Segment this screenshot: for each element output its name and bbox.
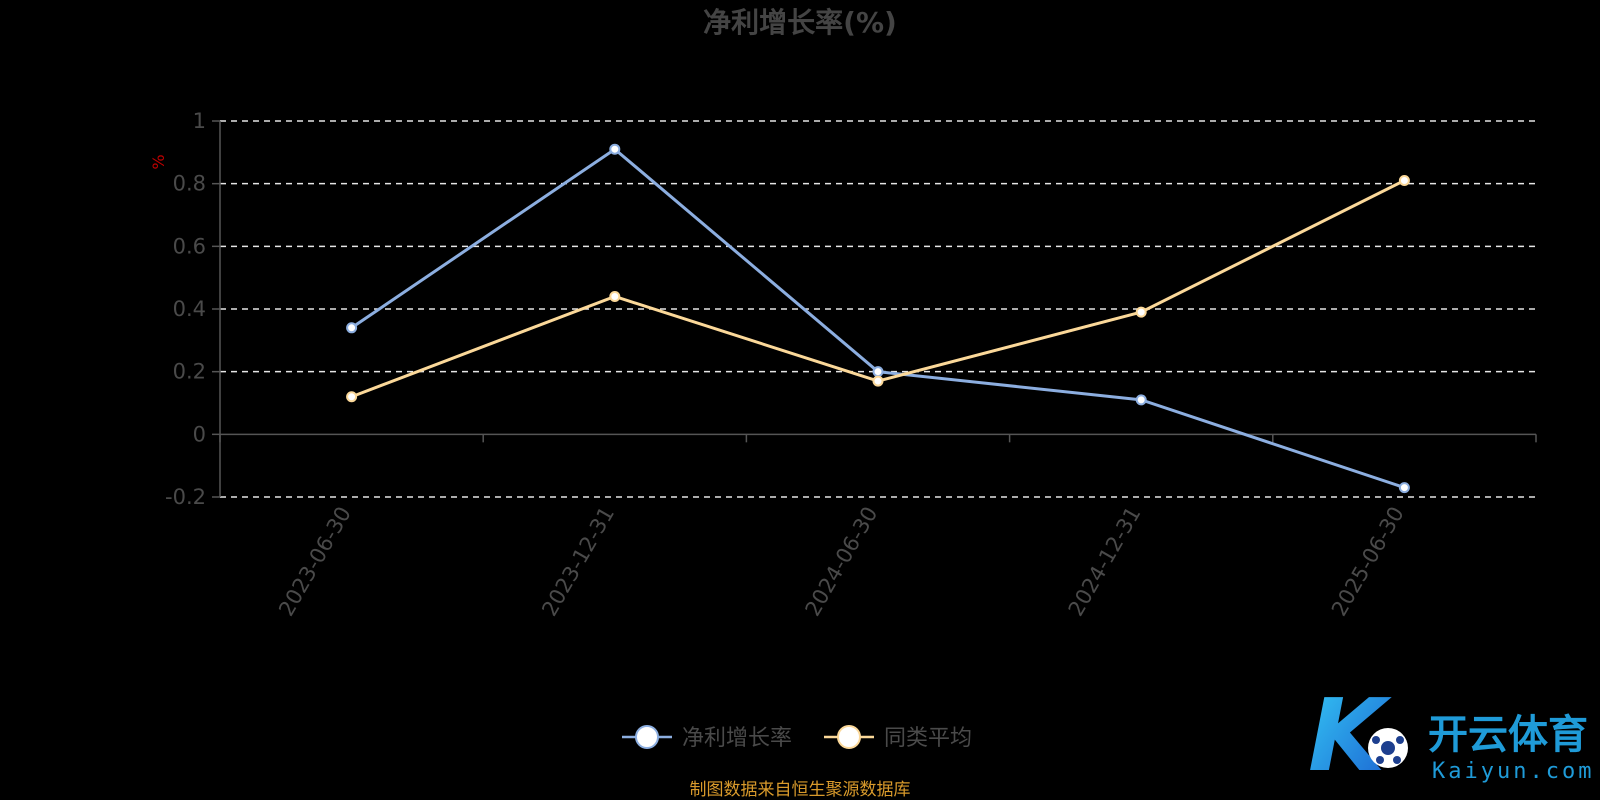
legend-marker-1 (837, 725, 861, 749)
kaiyun-logo: K 开云体育 Kaiyun.com (1308, 677, 1594, 794)
series-0-point-4 (1398, 482, 1410, 494)
legend-label-0: 净利增长率 (682, 726, 792, 751)
legend-item-1: 同类平均 (824, 725, 972, 751)
y-axis-ticks: 1 0.8 0.6 0.4 0.2 0 -0.2 (165, 109, 220, 509)
y-tick-label-5: 0 (193, 422, 206, 446)
y-tick-label-1: 0.8 (173, 172, 206, 196)
series-1-point-3 (1135, 306, 1147, 318)
y-tick-label-4: 0.2 (173, 360, 206, 384)
series-1-point-1 (609, 290, 621, 302)
y-tick-label-3: 0.4 (173, 297, 206, 321)
series-layer (346, 143, 1410, 494)
logo-name-cn: 开云体育 (1428, 712, 1588, 758)
source-note: 制图数据来自恒生聚源数据库 (690, 780, 911, 800)
logo-name-en: Kaiyun.com (1432, 759, 1594, 784)
series-line-0 (350, 147, 1405, 490)
series-0-point-1 (609, 143, 621, 155)
series-0-point-0 (346, 322, 358, 334)
legend: 净利增长率 同类平均 (622, 725, 972, 751)
axes (219, 121, 1536, 497)
legend-item-0: 净利增长率 (622, 725, 792, 751)
x-axis-ticks: 2023-06-30 2023-12-31 2024-06-30 2024-12-31… (219, 434, 1537, 621)
x-tick-label-0: 2023-06-30 (274, 503, 356, 621)
grid-lines (220, 120, 1536, 498)
series-1-point-0 (346, 391, 358, 403)
y-tick-label-2: 0.6 (173, 234, 206, 258)
series-line-1 (351, 179, 1406, 399)
series-0-point-2 (872, 366, 884, 378)
legend-label-1: 同类平均 (884, 726, 972, 751)
series-1-point-2 (872, 375, 884, 387)
chart-title: 净利增长率(%) (703, 6, 897, 39)
legend-marker-0 (635, 725, 659, 749)
y-tick-label-0: 1 (193, 109, 206, 133)
series-1-point-4 (1398, 175, 1410, 187)
x-tick-label-2: 2024-06-30 (801, 503, 883, 621)
x-tick-label-3: 2024-12-31 (1064, 503, 1146, 621)
y-tick-label-6: -0.2 (165, 485, 206, 509)
x-tick-label-1: 2023-12-31 (537, 503, 619, 621)
y-axis-unit: % (149, 154, 168, 169)
series-0-point-3 (1135, 394, 1147, 406)
x-tick-label-4: 2025-06-30 (1327, 503, 1409, 621)
